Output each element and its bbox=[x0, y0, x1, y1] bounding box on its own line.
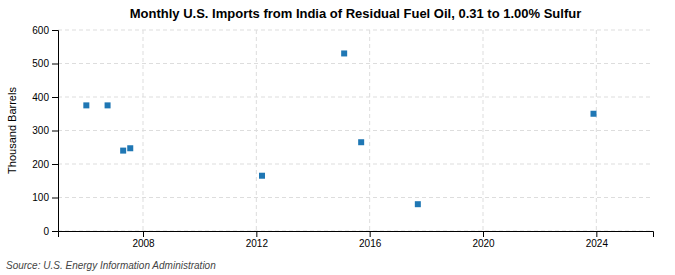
x-tick: 2020 bbox=[472, 231, 495, 249]
x-tick: 2008 bbox=[132, 231, 155, 249]
x-tick: 2016 bbox=[359, 231, 382, 249]
y-tick-label: 500 bbox=[32, 58, 49, 69]
y-tick: 200 bbox=[32, 159, 58, 170]
x-grid-line bbox=[596, 30, 597, 231]
x-axis-line bbox=[59, 232, 654, 238]
x-tick-label: 2008 bbox=[132, 238, 155, 249]
y-tick-mark bbox=[52, 231, 58, 232]
point bbox=[105, 102, 111, 108]
title: Monthly U.S. Imports from India of Resid… bbox=[130, 6, 581, 21]
y-grid-line bbox=[58, 197, 653, 198]
x-tick-label: 2012 bbox=[246, 238, 269, 249]
y-tick-mark bbox=[52, 30, 58, 31]
y-tick-label: 100 bbox=[32, 192, 49, 203]
y-axis-label: Thousand Barrels bbox=[6, 87, 18, 174]
y-tick-label: 200 bbox=[32, 159, 49, 170]
plot: 2008 2012 2016 2020 2024 0 100 200 300 400 500 600 bbox=[32, 25, 653, 249]
point bbox=[127, 145, 133, 151]
x-tick-label: 2020 bbox=[472, 238, 495, 249]
y-tick-mark bbox=[52, 64, 58, 65]
y-grid-line bbox=[58, 30, 653, 31]
point bbox=[358, 139, 364, 145]
point bbox=[259, 173, 265, 179]
y-tick-label: 0 bbox=[43, 226, 49, 237]
y-grid-line bbox=[58, 164, 653, 165]
y-tick-mark bbox=[52, 198, 58, 199]
y-tick: 100 bbox=[32, 192, 58, 203]
y-grid-line bbox=[58, 97, 653, 98]
y-tick-mark bbox=[52, 97, 58, 98]
x-tick: 2024 bbox=[586, 231, 609, 249]
y-axis-line bbox=[52, 31, 59, 232]
y-tick-mark bbox=[52, 131, 58, 132]
y-tick: 500 bbox=[32, 58, 58, 69]
x-tick-mark bbox=[370, 231, 371, 237]
y-grid-line bbox=[58, 130, 653, 131]
x-tick-mark bbox=[483, 231, 484, 237]
x-axis: 2008 2012 2016 2020 2024 bbox=[59, 231, 654, 249]
x-tick-label: 2024 bbox=[586, 238, 609, 249]
y-tick: 600 bbox=[32, 25, 58, 36]
source: Source: U.S. Energy Information Administ… bbox=[6, 260, 216, 271]
x-tick-label: 2016 bbox=[359, 238, 382, 249]
x-tick: 2012 bbox=[246, 231, 269, 249]
point bbox=[415, 201, 421, 207]
y-tick: 0 bbox=[43, 226, 58, 237]
x-tick-mark bbox=[256, 231, 257, 237]
y-tick: 300 bbox=[32, 125, 58, 136]
y-tick-label: 300 bbox=[32, 125, 49, 136]
y-tick-label: 400 bbox=[32, 92, 49, 103]
points bbox=[83, 50, 596, 207]
x-tick-mark bbox=[596, 231, 597, 237]
y-tick-label: 600 bbox=[32, 25, 49, 36]
x-grid-line bbox=[483, 30, 484, 231]
point bbox=[120, 148, 126, 154]
y-grid-line bbox=[58, 63, 653, 64]
y-tick-mark bbox=[52, 164, 58, 165]
point bbox=[83, 102, 89, 108]
y-axis: 0 100 200 300 400 500 600 bbox=[32, 25, 58, 237]
x-tick-mark bbox=[143, 231, 144, 237]
grid bbox=[58, 30, 653, 231]
point bbox=[591, 111, 597, 117]
y-tick: 400 bbox=[32, 92, 58, 103]
chart: 2008 2012 2016 2020 2024 0 100 200 300 400 500 600 M… bbox=[0, 0, 675, 275]
point bbox=[341, 50, 347, 56]
